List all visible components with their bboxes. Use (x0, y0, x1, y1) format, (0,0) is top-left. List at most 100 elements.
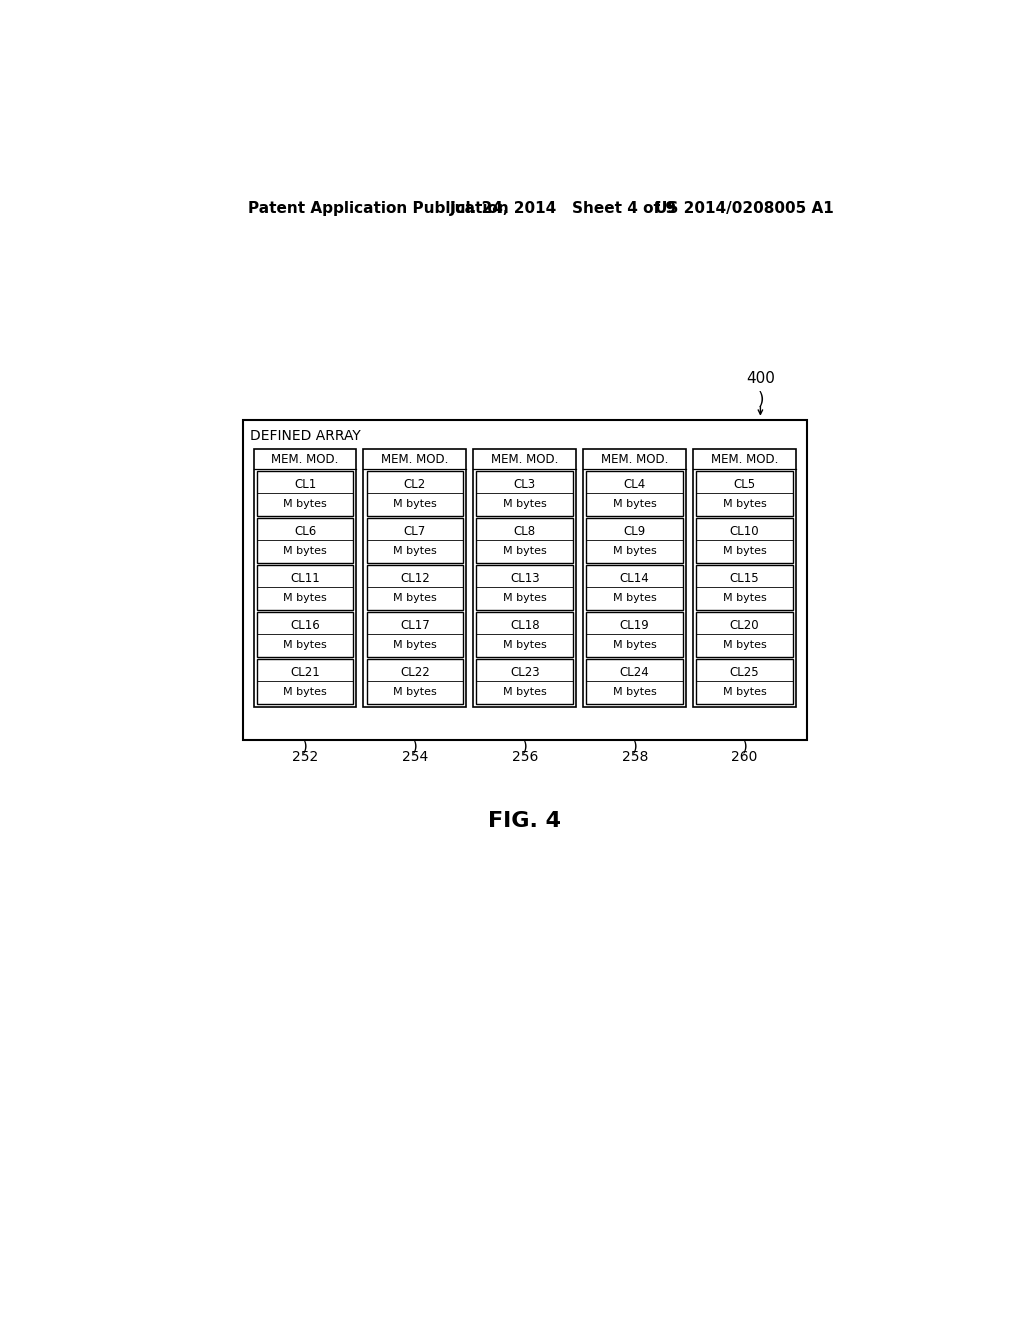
Bar (257, 659, 353, 705)
Text: CL16: CL16 (290, 619, 319, 632)
Bar (693, 449, 796, 708)
Text: 252: 252 (292, 750, 318, 764)
Bar (696, 612, 793, 657)
Bar (476, 659, 573, 705)
Bar (587, 565, 683, 610)
Text: M bytes: M bytes (612, 686, 656, 697)
Bar (584, 449, 686, 708)
Text: CL22: CL22 (400, 667, 430, 678)
Text: M bytes: M bytes (283, 499, 327, 508)
Bar (696, 471, 793, 516)
Text: CL13: CL13 (510, 572, 540, 585)
Text: MEM. MOD.: MEM. MOD. (601, 453, 669, 466)
Text: M bytes: M bytes (283, 593, 327, 603)
Text: ): ) (412, 738, 418, 754)
Bar (696, 565, 793, 610)
Bar (367, 517, 463, 564)
Bar (254, 449, 356, 708)
Text: M bytes: M bytes (503, 593, 547, 603)
Text: M bytes: M bytes (723, 640, 767, 649)
Bar (473, 449, 577, 708)
Bar (476, 612, 573, 657)
Text: CL6: CL6 (294, 525, 316, 539)
Text: M bytes: M bytes (612, 593, 656, 603)
Text: M bytes: M bytes (612, 499, 656, 508)
Text: ): ) (632, 738, 638, 754)
Text: M bytes: M bytes (503, 686, 547, 697)
Text: CL12: CL12 (400, 572, 430, 585)
Text: DEFINED ARRAY: DEFINED ARRAY (251, 429, 361, 444)
Text: ): ) (302, 738, 308, 754)
Text: CL8: CL8 (514, 525, 536, 539)
Text: CL1: CL1 (294, 478, 316, 491)
Text: M bytes: M bytes (723, 593, 767, 603)
Text: CL25: CL25 (730, 667, 760, 678)
Text: CL18: CL18 (510, 619, 540, 632)
Text: M bytes: M bytes (393, 545, 437, 556)
Text: Jul. 24, 2014   Sheet 4 of 9: Jul. 24, 2014 Sheet 4 of 9 (450, 201, 677, 216)
Text: MEM. MOD.: MEM. MOD. (381, 453, 449, 466)
Text: CL11: CL11 (290, 572, 319, 585)
Text: M bytes: M bytes (612, 545, 656, 556)
Text: M bytes: M bytes (393, 640, 437, 649)
Text: 256: 256 (512, 750, 538, 764)
Text: M bytes: M bytes (612, 640, 656, 649)
Text: CL23: CL23 (510, 667, 540, 678)
Text: CL4: CL4 (624, 478, 646, 491)
Bar (257, 471, 353, 516)
Text: CL15: CL15 (730, 572, 760, 585)
Text: 400: 400 (745, 371, 775, 385)
Text: FIG. 4: FIG. 4 (488, 810, 561, 830)
Text: CL24: CL24 (620, 667, 649, 678)
Bar (257, 517, 353, 564)
Text: MEM. MOD.: MEM. MOD. (271, 453, 339, 466)
Bar (587, 659, 683, 705)
Text: M bytes: M bytes (283, 640, 327, 649)
Text: ): ) (757, 391, 764, 409)
Bar (587, 612, 683, 657)
Bar (367, 612, 463, 657)
Text: MEM. MOD.: MEM. MOD. (492, 453, 558, 466)
Text: MEM. MOD.: MEM. MOD. (711, 453, 778, 466)
Text: 258: 258 (622, 750, 648, 764)
Bar (367, 565, 463, 610)
Text: 260: 260 (731, 750, 758, 764)
Text: CL5: CL5 (733, 478, 756, 491)
Text: CL2: CL2 (403, 478, 426, 491)
Text: 254: 254 (401, 750, 428, 764)
Text: CL20: CL20 (730, 619, 760, 632)
Bar (476, 517, 573, 564)
Bar (476, 471, 573, 516)
Text: CL14: CL14 (620, 572, 649, 585)
Text: CL17: CL17 (400, 619, 430, 632)
Text: M bytes: M bytes (723, 499, 767, 508)
Bar (587, 471, 683, 516)
Text: CL7: CL7 (403, 525, 426, 539)
Text: CL21: CL21 (290, 667, 319, 678)
Bar (243, 420, 807, 739)
Text: Patent Application Publication: Patent Application Publication (248, 201, 509, 216)
Bar (364, 449, 466, 708)
Text: CL10: CL10 (730, 525, 760, 539)
Text: ): ) (522, 738, 527, 754)
Text: US 2014/0208005 A1: US 2014/0208005 A1 (655, 201, 834, 216)
Bar (587, 517, 683, 564)
Text: M bytes: M bytes (723, 545, 767, 556)
Text: M bytes: M bytes (503, 499, 547, 508)
Text: CL19: CL19 (620, 619, 649, 632)
Text: M bytes: M bytes (723, 686, 767, 697)
Bar (476, 565, 573, 610)
Text: ): ) (741, 738, 748, 754)
Bar (367, 471, 463, 516)
Text: CL3: CL3 (514, 478, 536, 491)
Text: M bytes: M bytes (503, 640, 547, 649)
Text: M bytes: M bytes (393, 593, 437, 603)
Bar (696, 659, 793, 705)
Text: M bytes: M bytes (503, 545, 547, 556)
Bar (696, 517, 793, 564)
Bar (257, 565, 353, 610)
Bar (367, 659, 463, 705)
Text: M bytes: M bytes (283, 686, 327, 697)
Text: CL9: CL9 (624, 525, 646, 539)
Text: M bytes: M bytes (393, 686, 437, 697)
